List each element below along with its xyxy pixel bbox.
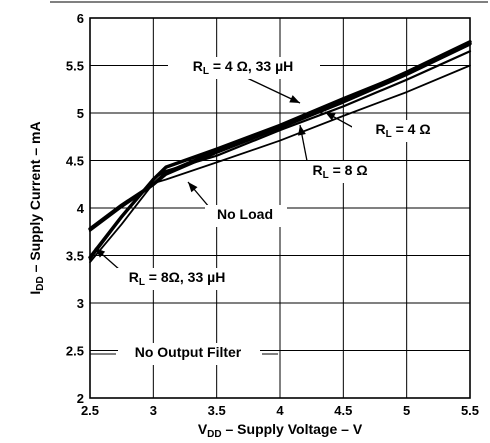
annotation-label: No Output Filter bbox=[135, 344, 242, 360]
y-tick-label: 2.5 bbox=[66, 344, 84, 359]
annotation-background bbox=[168, 57, 320, 79]
annotation-background bbox=[205, 205, 287, 227]
annotation-background bbox=[302, 161, 382, 183]
arrow-head bbox=[325, 112, 336, 121]
y-tick-label: 6 bbox=[77, 11, 84, 26]
series-lines bbox=[88, 40, 472, 264]
arrow-head bbox=[289, 95, 300, 103]
y-tick-label: 5 bbox=[77, 106, 84, 121]
tick-labels: 2.5 3 3.5 4 4.5 5 5.522.533.544.555.56 bbox=[66, 11, 479, 418]
annotation-background bbox=[352, 120, 458, 142]
annotation-label: RL = 8Ω, 33 µH bbox=[129, 269, 226, 288]
y-tick-label: 5.5 bbox=[66, 59, 84, 74]
x-tick-label: 2.5 bbox=[81, 403, 99, 418]
y-tick-label: 3.5 bbox=[66, 249, 84, 264]
x-tick-label: 3.5 bbox=[208, 403, 226, 418]
series-line bbox=[89, 64, 471, 264]
annotation-label: RL = 4 Ω, 33 µH bbox=[193, 58, 294, 77]
series-line bbox=[88, 41, 472, 260]
annotation-label: No Load bbox=[217, 206, 273, 222]
y-tick-label: 4 bbox=[77, 201, 85, 216]
y-tick-label: 2 bbox=[77, 391, 84, 406]
x-tick-label: 5.5 bbox=[461, 403, 479, 418]
annotation-background bbox=[118, 343, 260, 365]
annotation-label: RL = 8 Ω bbox=[312, 162, 367, 181]
y-tick-label: 3 bbox=[77, 296, 84, 311]
x-axis-label: VDD – Supply Voltage – V bbox=[198, 421, 363, 440]
plot-frame bbox=[89, 17, 471, 399]
arrow-head bbox=[297, 125, 306, 136]
x-tick-label: 4.5 bbox=[334, 403, 352, 418]
series-line bbox=[88, 43, 472, 232]
x-tick-label: 4 bbox=[276, 403, 284, 418]
x-tick-label: 3 bbox=[150, 403, 157, 418]
annotations: RL = 4 Ω, 33 µH RL = 4 Ω RL = 8 Ω No Load RL… bbox=[117, 57, 458, 365]
y-axis-label: IDD – Supply Current – mA bbox=[27, 121, 46, 294]
annotation-label: RL = 4 Ω bbox=[375, 121, 430, 140]
arrow-head bbox=[188, 182, 198, 193]
arrow-head bbox=[95, 248, 106, 258]
annotation-background bbox=[117, 268, 239, 290]
y-tick-label: 4.5 bbox=[66, 154, 84, 169]
x-tick-label: 5 bbox=[403, 403, 410, 418]
